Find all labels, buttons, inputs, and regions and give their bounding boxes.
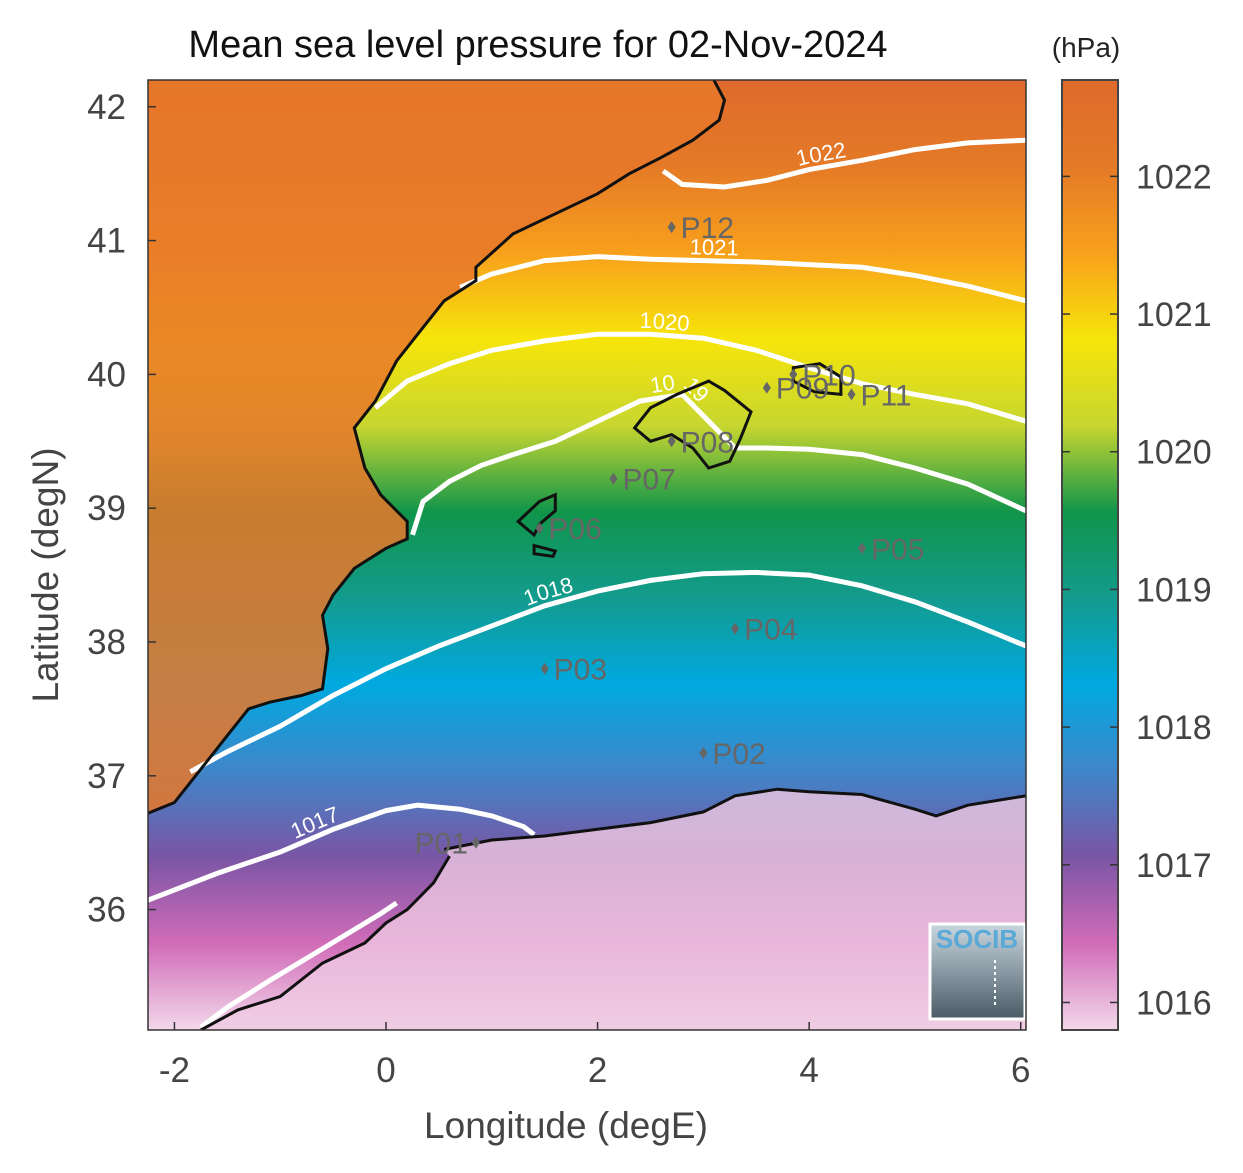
station-label: P07 <box>622 464 675 497</box>
isobar-label-1020: 1020 <box>640 308 691 336</box>
isobar-label-1021: 1021 <box>689 234 739 260</box>
station-label: P05 <box>871 533 924 566</box>
island-ibiza <box>515 492 557 538</box>
coastline-iberia <box>148 80 727 815</box>
station-marker <box>667 221 676 234</box>
station-marker <box>609 472 618 485</box>
colorbar-tick-label: 1017 <box>1136 847 1212 885</box>
isobar-1018 <box>189 569 1026 774</box>
island-formentera <box>532 543 558 558</box>
land-africa <box>148 789 1026 1030</box>
station-label: P10 <box>802 359 855 392</box>
x-tick-label: 0 <box>376 1051 395 1090</box>
y-tick-label: 38 <box>87 623 126 662</box>
station-marker <box>699 747 708 760</box>
colorbar-tick-label: 1022 <box>1136 158 1212 196</box>
colorbar-unit: (hPa) <box>1052 32 1120 63</box>
y-tick-label: 41 <box>87 222 126 261</box>
colorbar-tick-label: 1020 <box>1136 434 1212 472</box>
station-marker <box>471 836 480 849</box>
colorbar-ticks: 1016 1017 1018 1019 1020 1021 1022 <box>1062 158 1212 1022</box>
chart-title: Mean sea level pressure for 02-Nov-2024 <box>188 24 887 66</box>
station-label: P09 <box>776 373 829 406</box>
coastlines <box>148 80 1026 1030</box>
plot-frame <box>147 79 1027 1031</box>
station-marker <box>535 522 544 535</box>
land-iberia <box>148 80 725 814</box>
station-marker <box>667 435 676 448</box>
x-tick-label: 6 <box>1011 1051 1030 1090</box>
logo-text: SOCIB <box>936 924 1018 954</box>
isobar-1022 <box>661 137 1026 190</box>
colorbar <box>1061 79 1119 1031</box>
coastline-africa <box>443 787 1026 851</box>
station-label: P06 <box>548 513 601 546</box>
y-axis-label: Latitude (degN) <box>25 447 66 702</box>
station-label: P03 <box>554 654 607 687</box>
station-label: P11 <box>860 379 911 412</box>
x-axis-label: Longitude (degE) <box>424 1105 708 1146</box>
station-marker <box>847 388 856 401</box>
station-label: P01 <box>415 828 468 861</box>
x-tick-label: 2 <box>588 1051 607 1090</box>
isobar-1017 <box>148 802 536 903</box>
y-tick-label: 36 <box>87 891 126 930</box>
colorbar-tick-label: 1016 <box>1136 984 1212 1022</box>
y-tick-label: 37 <box>87 757 126 796</box>
island-menorca <box>791 362 843 397</box>
socib-logo: SOCIB <box>928 922 1026 1021</box>
isobar-1021 <box>459 254 1026 304</box>
station-label: P12 <box>681 212 734 245</box>
colorbar-tick-label: 1021 <box>1136 296 1212 334</box>
y-axis: 36 37 38 39 40 41 42 <box>87 88 156 930</box>
station-label: P02 <box>712 738 765 771</box>
y-tick-label: 39 <box>87 489 126 528</box>
isobar-1017 <box>199 900 398 1030</box>
y-tick-label: 40 <box>87 355 126 394</box>
x-tick-label: -2 <box>159 1051 190 1090</box>
balearic-islands <box>515 362 843 558</box>
station-marker <box>731 622 740 635</box>
y-tick-label: 42 <box>87 88 126 127</box>
x-axis: -2 0 2 4 6 <box>159 1022 1030 1090</box>
station-marker <box>789 368 798 381</box>
colorbar-tick-label: 1019 <box>1136 571 1212 609</box>
station-marker <box>540 662 549 675</box>
island-mallorca <box>632 379 753 470</box>
station-marker <box>762 381 771 394</box>
isobar-1019 <box>410 391 1026 536</box>
station-label: P08 <box>681 426 734 459</box>
station-label: P04 <box>744 614 797 647</box>
x-tick-label: 4 <box>799 1051 818 1090</box>
isobar-1020 <box>373 331 1026 424</box>
colorbar-tick-label: 1018 <box>1136 709 1212 747</box>
station-marker <box>858 542 867 555</box>
coastline-morocco <box>200 855 451 1030</box>
